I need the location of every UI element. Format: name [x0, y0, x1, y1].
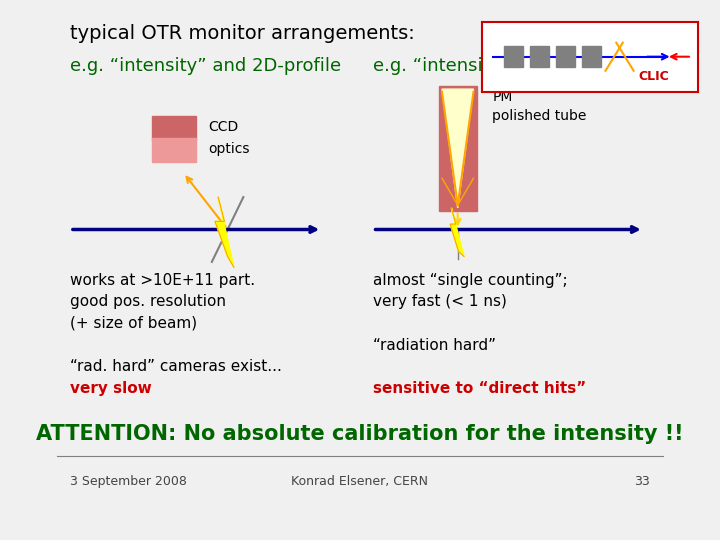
Text: optics: optics	[209, 141, 250, 156]
Text: 33: 33	[634, 475, 650, 488]
Text: typical OTR monitor arrangements:: typical OTR monitor arrangements:	[70, 24, 415, 43]
Bar	[556, 46, 575, 68]
Text: 3 September 2008: 3 September 2008	[70, 475, 187, 488]
Text: sensitive to “direct hits”: sensitive to “direct hits”	[373, 381, 586, 396]
Text: ATTENTION: No absolute calibration for the intensity !!: ATTENTION: No absolute calibration for t…	[36, 424, 684, 444]
Text: e.g. “intensity” and 2D-profile: e.g. “intensity” and 2D-profile	[70, 57, 341, 75]
FancyBboxPatch shape	[438, 86, 477, 211]
Text: CCD: CCD	[209, 120, 239, 134]
FancyBboxPatch shape	[152, 138, 196, 162]
Text: Konrad Elsener, CERN: Konrad Elsener, CERN	[292, 475, 428, 488]
Bar	[582, 46, 601, 68]
Polygon shape	[450, 208, 464, 256]
Bar	[530, 46, 549, 68]
Text: good pos. resolution: good pos. resolution	[70, 294, 226, 309]
Text: PM: PM	[492, 90, 513, 104]
Text: CLIC: CLIC	[638, 70, 669, 83]
Text: polished tube: polished tube	[492, 109, 587, 123]
Text: “rad. hard” cameras exist...: “rad. hard” cameras exist...	[70, 359, 282, 374]
Text: “radiation hard”: “radiation hard”	[373, 338, 495, 353]
Text: very slow: very slow	[70, 381, 152, 396]
FancyBboxPatch shape	[152, 116, 196, 140]
Text: e.g. “intensity” only: e.g. “intensity” only	[373, 57, 553, 75]
Polygon shape	[215, 197, 234, 267]
Bar	[504, 46, 523, 68]
Text: almost “single counting”;: almost “single counting”;	[373, 273, 567, 288]
Text: very fast (< 1 ns): very fast (< 1 ns)	[373, 294, 506, 309]
Polygon shape	[442, 89, 474, 208]
Text: works at >10E+11 part.: works at >10E+11 part.	[70, 273, 255, 288]
Text: (+ size of beam): (+ size of beam)	[70, 316, 197, 331]
